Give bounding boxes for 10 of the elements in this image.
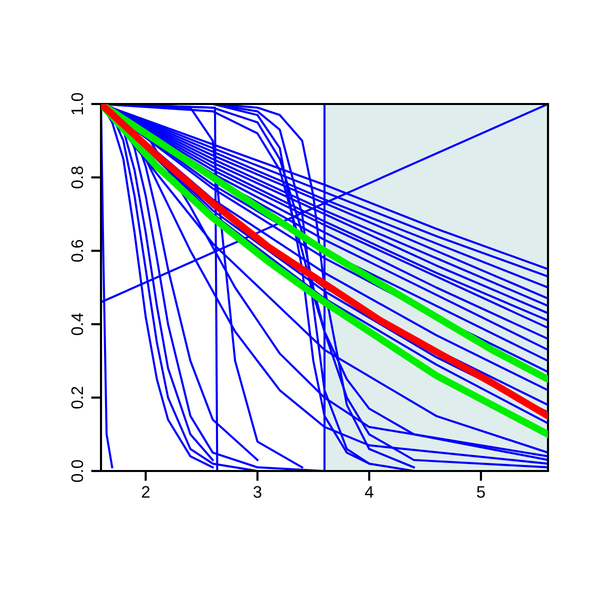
- y-tick-label: 1.0: [71, 93, 84, 114]
- y-tick-label: 0.4: [71, 313, 84, 336]
- x-tick-label: 5: [476, 486, 485, 498]
- y-tick-label: 0.8: [71, 166, 84, 188]
- y-tick-label: 0.2: [71, 386, 84, 409]
- y-tick-label: 0.0: [71, 460, 84, 482]
- x-tick-label: 2: [142, 486, 150, 498]
- x-tick-label: 4: [364, 486, 374, 498]
- y-tick-label: 0.6: [71, 240, 84, 262]
- x-tick-label: 3: [253, 486, 262, 498]
